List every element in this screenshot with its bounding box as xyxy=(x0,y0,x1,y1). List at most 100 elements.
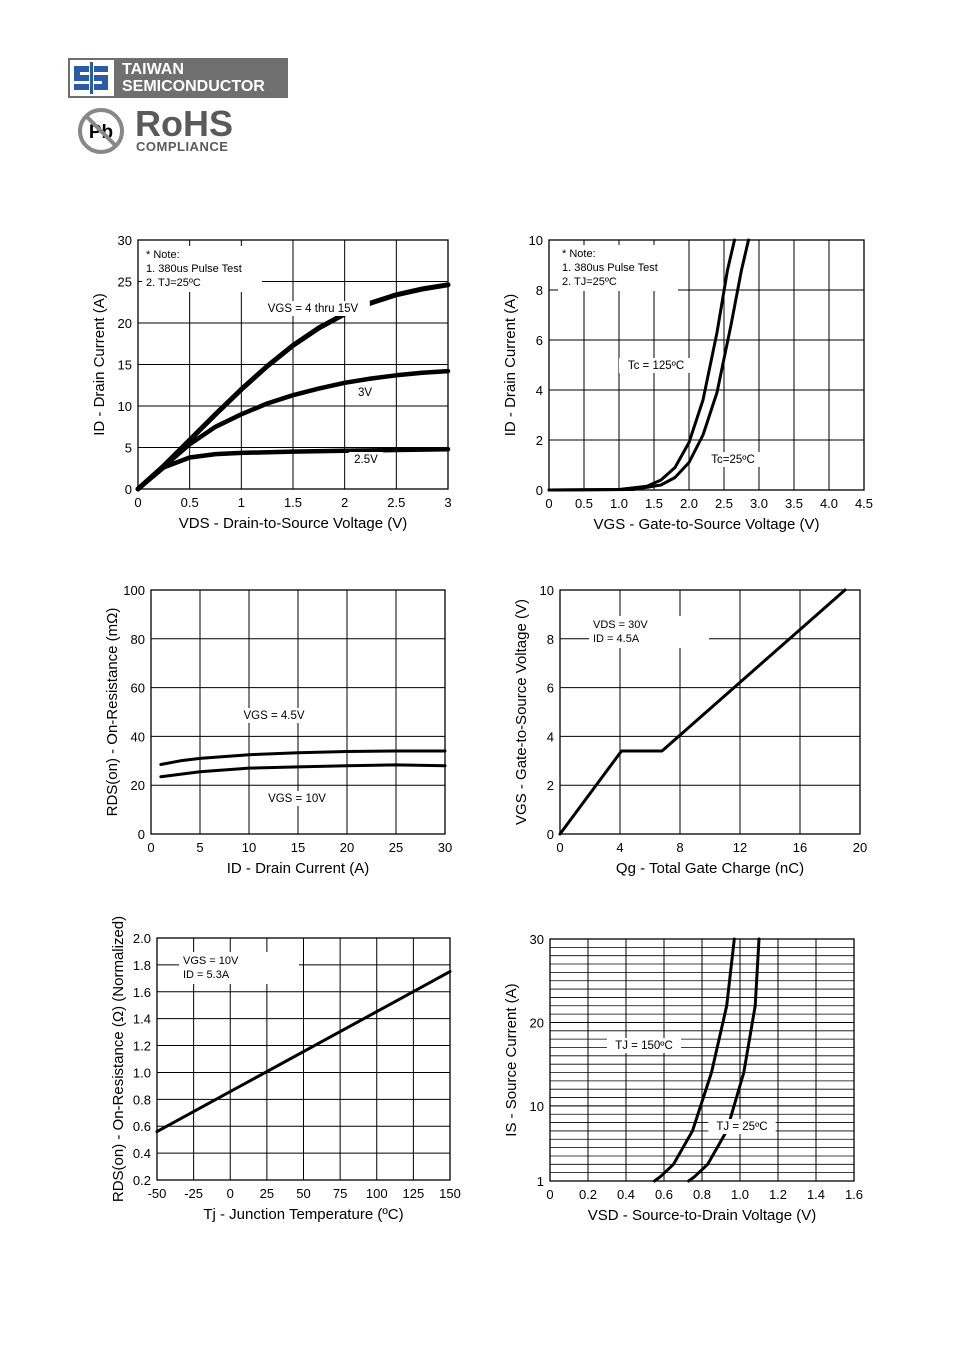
note-text: 1. 380us Pulse Test xyxy=(562,262,658,274)
plot-frame xyxy=(548,239,865,491)
x-tick-label: 0 xyxy=(147,840,154,855)
chart-5: -50 -25 0 25 50 75 100 125 150 0.2 0.4 0.6 0.8 1.0 1.2… xyxy=(110,916,461,1223)
y-tick-label: 1 xyxy=(537,1174,544,1189)
series-label: TJ = 25ºC xyxy=(716,1121,767,1133)
x-axis-title: VDS - Drain-to-Source Voltage (V) xyxy=(179,515,407,532)
x-tick-label: 1.6 xyxy=(845,1187,863,1202)
series-label: VGS = 4.5V xyxy=(243,710,304,722)
y-tick-label: 20 xyxy=(530,1015,544,1030)
x-tick-label: 25 xyxy=(260,1186,274,1201)
y-tick-label: 0.4 xyxy=(133,1146,151,1161)
y-tick-label: 1.2 xyxy=(133,1039,151,1054)
x-tick-label: 1.5 xyxy=(284,495,302,510)
series-label-bg xyxy=(619,358,693,373)
x-tick-label: 125 xyxy=(403,1186,425,1201)
x-tick-label: 1.0 xyxy=(610,496,628,511)
x-tick-label: 50 xyxy=(296,1186,310,1201)
y-tick-label: 4 xyxy=(547,729,554,744)
y-tick-label: 4 xyxy=(536,383,543,398)
series-line xyxy=(155,970,452,1134)
y-tick-label: 2 xyxy=(536,433,543,448)
series-label-bg xyxy=(263,791,331,806)
x-tick-label: 1.0 xyxy=(731,1187,749,1202)
y-tick-label: 6 xyxy=(536,333,543,348)
y-tick-label: 0 xyxy=(125,482,132,497)
y-tick-label: 0.2 xyxy=(133,1173,151,1188)
x-tick-label: 16 xyxy=(793,840,807,855)
x-tick-label: 3.0 xyxy=(750,496,768,511)
x-tick-label: 8 xyxy=(676,840,683,855)
brand-line1: TAIWAN xyxy=(122,61,184,78)
x-axis-title: Qg - Total Gate Charge (nC) xyxy=(616,860,804,877)
series-line xyxy=(159,749,447,766)
series-line xyxy=(135,282,451,492)
series-label: 2.5V xyxy=(354,454,378,466)
x-tick-label: 30 xyxy=(438,840,452,855)
x-tick-label: 0.5 xyxy=(575,496,593,511)
y-tick-label: 30 xyxy=(530,932,544,947)
pb-free-icon: Pb xyxy=(78,108,124,154)
series-label-bg xyxy=(354,385,376,400)
x-tick-label: 4 xyxy=(616,840,623,855)
chart-3: 0 5 10 15 20 25 30 0 20 40 60 80 100 ID - Drain Curre… xyxy=(104,583,452,877)
y-tick-label: 8 xyxy=(536,283,543,298)
x-tick-label: 15 xyxy=(291,840,305,855)
y-tick-label: 30 xyxy=(118,233,132,248)
x-tick-label: 1.5 xyxy=(645,496,663,511)
x-tick-label: 0.6 xyxy=(655,1187,673,1202)
y-tick-label: 25 xyxy=(118,275,132,290)
note-text: VDS = 30V xyxy=(593,619,648,631)
y-tick-label: 0 xyxy=(547,827,554,842)
x-tick-label: 0.4 xyxy=(617,1187,635,1202)
x-tick-label: 25 xyxy=(389,840,403,855)
y-tick-label: 1.8 xyxy=(133,958,151,973)
series-line xyxy=(558,588,847,836)
y-tick-label: 5 xyxy=(125,441,132,456)
x-tick-label: 0.2 xyxy=(579,1187,597,1202)
y-tick-label: 0 xyxy=(536,483,543,498)
x-tick-label: 0 xyxy=(545,496,552,511)
series-label: Tc=25ºC xyxy=(711,454,755,466)
note-text: 1. 380us Pulse Test xyxy=(146,263,242,275)
x-tick-label: 100 xyxy=(366,1186,388,1201)
y-tick-label: 2 xyxy=(547,778,554,793)
note-text: * Note: xyxy=(146,249,180,261)
series-label-bg xyxy=(237,708,311,723)
y-tick-label: 0 xyxy=(138,827,145,842)
y-tick-label: 10 xyxy=(118,399,132,414)
y-tick-label: 10 xyxy=(530,1099,544,1114)
x-tick-label: -25 xyxy=(184,1186,203,1201)
y-tick-label: 2.0 xyxy=(133,931,151,946)
chart-6: 0 0.2 0.4 0.6 0.8 1.0 1.2 1.4 1.6 1 10 20 30 VSD - So… xyxy=(503,932,863,1224)
y-axis-title: ID - Drain Current (A) xyxy=(502,294,519,437)
x-tick-label: 3.5 xyxy=(785,496,803,511)
x-tick-label: -50 xyxy=(148,1186,167,1201)
y-tick-label: 1.4 xyxy=(133,1012,151,1027)
plot-frame xyxy=(549,938,855,1182)
y-tick-label: 10 xyxy=(540,583,554,598)
y-axis-title: VGS - Gate-to-Source Voltage (V) xyxy=(513,599,530,825)
x-tick-label: 3 xyxy=(444,495,451,510)
y-tick-label: 1.6 xyxy=(133,985,151,1000)
x-tick-label: 2.5 xyxy=(387,495,405,510)
y-tick-label: 80 xyxy=(131,632,145,647)
chart-2: 0 0.5 1.0 1.5 2.0 2.5 3.0 3.5 4.0 4.5 0 2 4 6 8 10 VGS -… xyxy=(502,233,873,533)
x-tick-label: 4.5 xyxy=(855,496,873,511)
y-tick-label: 1.0 xyxy=(133,1065,151,1080)
y-axis-title: ID - Drain Current (A) xyxy=(91,293,108,436)
x-tick-label: 10 xyxy=(242,840,256,855)
x-tick-label: 1.2 xyxy=(769,1187,787,1202)
series-line xyxy=(653,937,736,1183)
y-tick-label: 0.8 xyxy=(133,1092,151,1107)
series-label-bg xyxy=(256,301,370,316)
series-line xyxy=(547,238,736,492)
y-tick-label: 0.6 xyxy=(133,1119,151,1134)
x-tick-label: 20 xyxy=(853,840,867,855)
series-label-bg xyxy=(705,452,761,467)
ts-logo-icon xyxy=(68,58,116,98)
note-box xyxy=(142,246,262,292)
series-line xyxy=(687,937,761,1183)
note-text: * Note: xyxy=(562,248,596,260)
x-tick-label: 0 xyxy=(134,495,141,510)
